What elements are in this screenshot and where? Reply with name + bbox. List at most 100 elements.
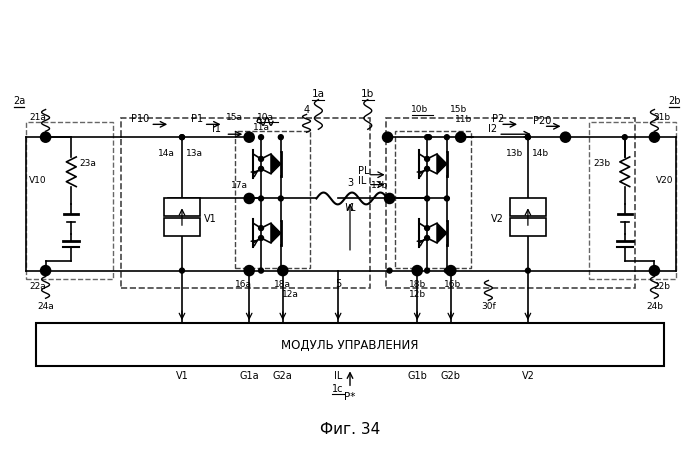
Text: 22b: 22b xyxy=(654,282,671,291)
Circle shape xyxy=(244,133,254,143)
Circle shape xyxy=(387,268,392,274)
Text: P10: P10 xyxy=(132,114,150,124)
Text: 16b: 16b xyxy=(444,280,461,289)
Bar xyxy=(510,199,546,217)
Circle shape xyxy=(622,136,627,140)
Text: V1: V1 xyxy=(204,214,216,224)
Text: I2: I2 xyxy=(488,124,497,134)
Circle shape xyxy=(179,268,185,274)
Circle shape xyxy=(412,266,422,276)
Circle shape xyxy=(425,136,430,140)
Text: 11a: 11a xyxy=(253,123,270,132)
Text: V10: V10 xyxy=(29,175,46,184)
Bar xyxy=(235,132,311,268)
Circle shape xyxy=(650,266,659,276)
Text: 16a: 16a xyxy=(234,280,252,289)
Circle shape xyxy=(444,136,449,140)
Text: PL: PL xyxy=(358,166,370,175)
Text: 12a: 12a xyxy=(282,290,299,298)
Circle shape xyxy=(278,266,288,276)
Circle shape xyxy=(526,268,531,274)
Bar xyxy=(395,132,470,268)
Text: 15b: 15b xyxy=(450,105,468,114)
Text: 10b: 10b xyxy=(411,105,428,114)
Text: IL: IL xyxy=(358,175,366,185)
Text: 1a: 1a xyxy=(312,89,325,99)
Text: G1a: G1a xyxy=(239,370,259,380)
Bar xyxy=(164,219,200,237)
Circle shape xyxy=(258,136,263,140)
Bar xyxy=(120,119,370,289)
Text: V2: V2 xyxy=(491,214,504,224)
Text: 1c: 1c xyxy=(332,383,344,393)
Circle shape xyxy=(561,133,570,143)
Text: 13a: 13a xyxy=(186,149,203,158)
Text: 30f: 30f xyxy=(481,301,496,310)
Text: G2b: G2b xyxy=(441,370,461,380)
Text: 14b: 14b xyxy=(532,149,549,158)
Circle shape xyxy=(384,194,395,204)
Circle shape xyxy=(258,226,263,231)
Polygon shape xyxy=(271,224,281,243)
Circle shape xyxy=(258,268,263,274)
Text: 1b: 1b xyxy=(361,89,374,99)
Text: 2b: 2b xyxy=(668,95,680,105)
Text: 17b: 17b xyxy=(371,180,388,189)
Circle shape xyxy=(444,197,449,201)
Text: P1: P1 xyxy=(190,114,203,124)
Circle shape xyxy=(179,136,185,140)
Text: V2: V2 xyxy=(522,370,534,380)
Circle shape xyxy=(279,136,284,140)
Circle shape xyxy=(258,157,263,162)
Circle shape xyxy=(650,133,659,143)
Text: 23b: 23b xyxy=(594,159,611,168)
Text: V1: V1 xyxy=(176,370,188,380)
Circle shape xyxy=(425,268,430,274)
Text: 14a: 14a xyxy=(158,149,175,158)
Circle shape xyxy=(425,197,430,201)
Circle shape xyxy=(526,136,531,140)
Circle shape xyxy=(179,136,185,140)
Text: МОДУЛЬ УПРАВЛЕНИЯ: МОДУЛЬ УПРАВЛЕНИЯ xyxy=(281,338,419,351)
Text: P2: P2 xyxy=(492,114,505,124)
Circle shape xyxy=(279,268,284,274)
Text: 13b: 13b xyxy=(506,149,524,158)
Circle shape xyxy=(279,197,284,201)
Bar xyxy=(589,123,676,279)
Text: P20: P20 xyxy=(533,116,551,126)
Text: 5: 5 xyxy=(335,279,342,289)
Bar xyxy=(386,119,635,289)
Text: 24b: 24b xyxy=(646,301,663,310)
Circle shape xyxy=(425,157,430,162)
Bar xyxy=(26,123,113,279)
Text: P*: P* xyxy=(344,391,356,401)
Circle shape xyxy=(383,133,393,143)
Circle shape xyxy=(41,133,50,143)
Text: 12b: 12b xyxy=(409,290,426,298)
Text: 17a: 17a xyxy=(231,180,248,189)
Circle shape xyxy=(258,167,263,172)
Text: 24a: 24a xyxy=(37,301,54,310)
Text: 23a: 23a xyxy=(79,159,96,168)
Circle shape xyxy=(258,197,263,201)
Circle shape xyxy=(426,136,431,140)
Circle shape xyxy=(456,133,466,143)
Circle shape xyxy=(444,268,449,274)
Circle shape xyxy=(425,226,430,231)
Circle shape xyxy=(425,167,430,172)
Text: 10a: 10a xyxy=(257,113,274,122)
Text: 2a: 2a xyxy=(13,95,25,105)
Circle shape xyxy=(41,266,50,276)
Text: Фиг. 34: Фиг. 34 xyxy=(320,421,380,436)
Circle shape xyxy=(244,194,254,204)
Text: 18b: 18b xyxy=(409,280,426,289)
Circle shape xyxy=(446,266,456,276)
Text: VL: VL xyxy=(344,203,356,213)
Text: 22a: 22a xyxy=(29,282,46,291)
Text: G2a: G2a xyxy=(273,370,293,380)
Circle shape xyxy=(526,136,531,140)
Text: V20: V20 xyxy=(655,175,673,184)
Text: 21a: 21a xyxy=(29,113,46,122)
Text: IL: IL xyxy=(334,370,342,380)
Circle shape xyxy=(244,266,254,276)
